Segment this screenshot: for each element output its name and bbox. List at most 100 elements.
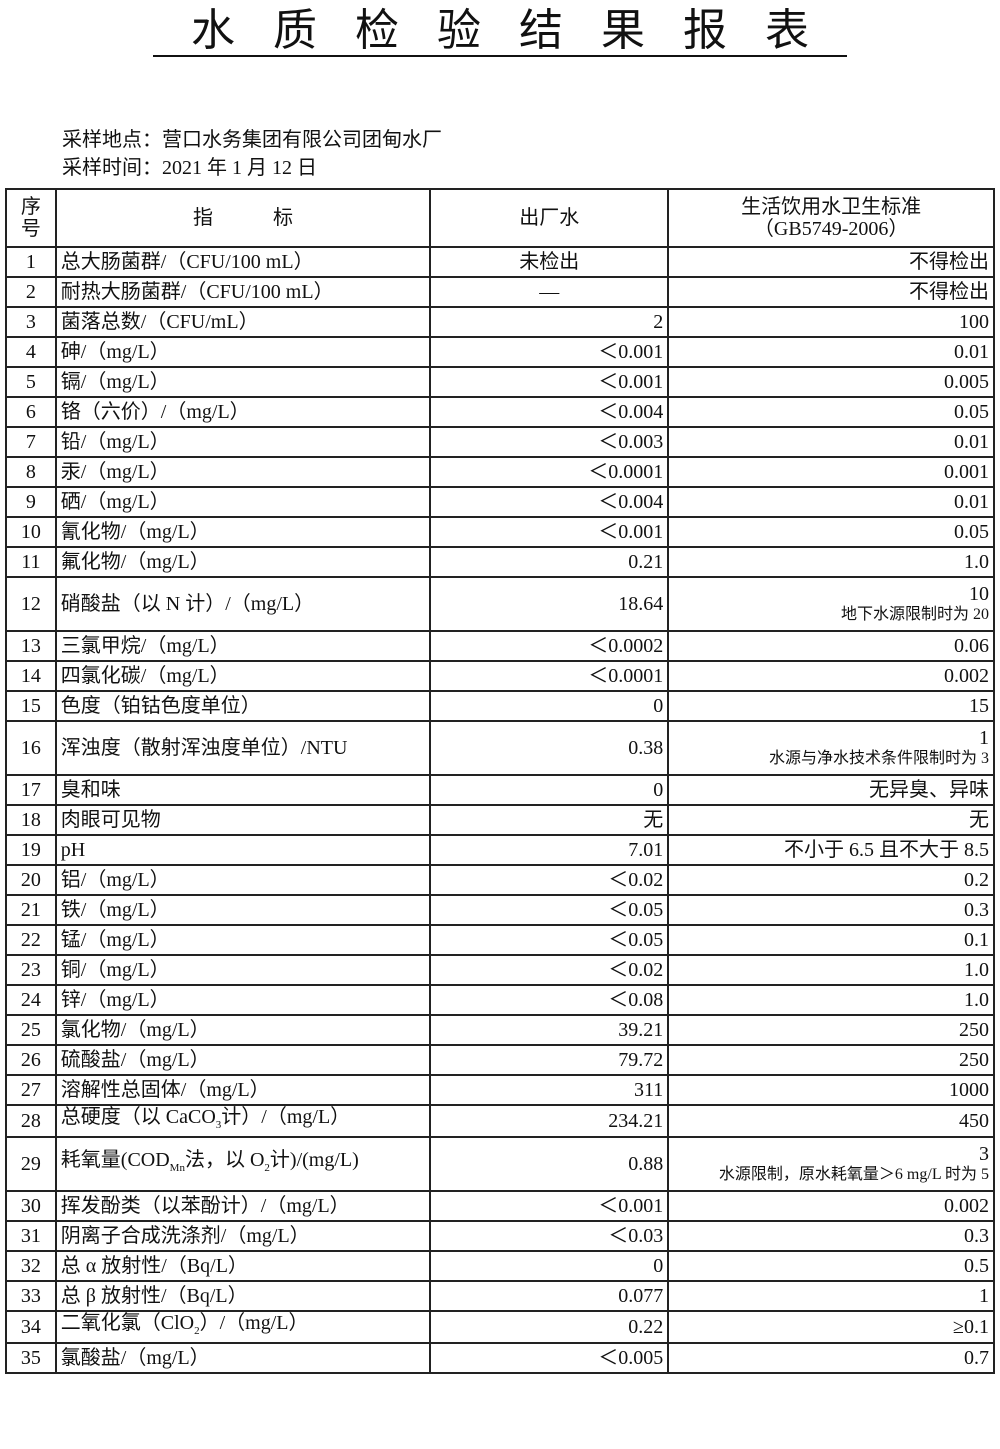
indicator-text: 三氯甲烷/（mg/L） <box>60 635 230 657</box>
indicator-text: 硒/（mg/L） <box>60 491 170 513</box>
row-seq: 13 <box>5 630 57 662</box>
header-plant-water: 出厂水 <box>429 188 670 248</box>
row-indicator: 铝/（mg/L） <box>54 864 432 896</box>
standard-value: 0.3 <box>964 1225 989 1247</box>
row-indicator: pH <box>54 834 432 866</box>
standard-value: 3 <box>979 1143 989 1165</box>
header-standard: 生活饮用水卫生标准 （GB5749-2006） <box>667 188 995 248</box>
indicator-text: 计）/（mg/L） <box>221 1106 351 1128</box>
indicator-text: 锌/（mg/L） <box>60 989 170 1011</box>
indicator-text: 镉/（mg/L） <box>60 371 170 393</box>
standard-value: 0.3 <box>964 899 989 921</box>
standard-value: 不得检出 <box>909 281 989 303</box>
row-standard: 0.01 <box>667 486 995 518</box>
standard-value: 无 <box>969 809 989 831</box>
table-row: 17 臭和味 0 无异臭、异味 <box>5 774 995 806</box>
row-indicator: 耐热大肠菌群/（CFU/100 mL） <box>54 276 432 308</box>
indicator-text: 锰/（mg/L） <box>60 929 170 951</box>
row-seq: 7 <box>5 426 57 458</box>
row-plant-value: ＜0.001 <box>429 1190 670 1222</box>
row-plant-value: 未检出 <box>429 246 670 278</box>
standard-note: 地下水源限制时为 20 <box>840 606 989 623</box>
row-indicator: 铁/（mg/L） <box>54 894 432 926</box>
row-plant-value: ＜0.001 <box>429 366 670 398</box>
row-seq: 29 <box>5 1136 57 1192</box>
standard-value: 15 <box>969 695 989 717</box>
indicator-text: ）/（mg/L） <box>199 1312 309 1334</box>
row-seq: 16 <box>5 720 57 776</box>
table-row: 34 二氧化氯（ClO2）/（mg/L） 0.22 ≥0.1 <box>5 1310 995 1344</box>
row-seq: 1 <box>5 246 57 278</box>
row-seq: 28 <box>5 1104 57 1138</box>
row-standard: 0.002 <box>667 660 995 692</box>
row-standard: 0.001 <box>667 456 995 488</box>
indicator-text: 氯酸盐/（mg/L） <box>60 1347 210 1369</box>
report-title: 水质检验结果报表 <box>0 4 1000 58</box>
indicator-text: 浑浊度（散射浑浊度单位）/NTU <box>60 737 348 759</box>
indicator-text: 总 α 放射性/（Bq/L） <box>60 1255 248 1277</box>
row-seq: 27 <box>5 1074 57 1106</box>
row-indicator: 总硬度（以 CaCO3计）/（mg/L） <box>54 1104 432 1138</box>
row-seq: 6 <box>5 396 57 428</box>
row-standard: 250 <box>667 1014 995 1046</box>
standard-note: 水源限制，原水耗氧量＞6 mg/L 时为 5 <box>718 1166 989 1183</box>
row-seq: 10 <box>5 516 57 548</box>
header-seq: 序号 <box>5 188 57 248</box>
row-standard: 100 <box>667 306 995 338</box>
row-indicator: 氟化物/（mg/L） <box>54 546 432 578</box>
row-plant-value: — <box>429 276 670 308</box>
standard-value: 0.01 <box>954 431 989 453</box>
row-standard: 无异臭、异味 <box>667 774 995 806</box>
indicator-text: 溶解性总固体/（mg/L） <box>60 1079 270 1101</box>
row-plant-value: ＜0.004 <box>429 486 670 518</box>
row-indicator: 菌落总数/（CFU/mL） <box>54 306 432 338</box>
standard-value: 不小于 6.5 且不大于 8.5 <box>784 839 989 861</box>
standard-value: 不得检出 <box>909 251 989 273</box>
row-plant-value: 0.22 <box>429 1310 670 1344</box>
indicator-text: pH <box>60 839 86 861</box>
row-indicator: 镉/（mg/L） <box>54 366 432 398</box>
standard-value: 10 <box>969 583 989 605</box>
row-seq: 32 <box>5 1250 57 1282</box>
row-seq: 19 <box>5 834 57 866</box>
row-indicator: 挥发酚类（以苯酚计）/（mg/L） <box>54 1190 432 1222</box>
row-standard: 3 水源限制，原水耗氧量＞6 mg/L 时为 5 <box>667 1136 995 1192</box>
row-indicator: 三氯甲烷/（mg/L） <box>54 630 432 662</box>
table-row: 11 氟化物/（mg/L） 0.21 1.0 <box>5 546 995 578</box>
row-indicator: 汞/（mg/L） <box>54 456 432 488</box>
indicator-text: 总硬度（以 CaCO <box>60 1106 216 1128</box>
row-seq: 9 <box>5 486 57 518</box>
indicator-text: 氟化物/（mg/L） <box>60 551 210 573</box>
row-seq: 2 <box>5 276 57 308</box>
table-row: 26 硫酸盐/（mg/L） 79.72 250 <box>5 1044 995 1076</box>
row-standard: 1000 <box>667 1074 995 1106</box>
indicator-text: 耐热大肠菌群/（CFU/100 mL） <box>60 281 334 303</box>
row-seq: 8 <box>5 456 57 488</box>
row-plant-value: 0.88 <box>429 1136 670 1192</box>
row-seq: 12 <box>5 576 57 632</box>
indicator-text: 砷/（mg/L） <box>60 341 170 363</box>
row-plant-value: ＜0.02 <box>429 954 670 986</box>
row-standard: 0.01 <box>667 426 995 458</box>
table-row: 31 阴离子合成洗涤剂/（mg/L） ＜0.03 0.3 <box>5 1220 995 1252</box>
indicator-subscript: 3 <box>215 1119 222 1131</box>
row-plant-value: 2 <box>429 306 670 338</box>
indicator-text: 铝/（mg/L） <box>60 869 170 891</box>
indicator-text: 总大肠菌群/（CFU/100 mL） <box>60 251 314 273</box>
table-row: 21 铁/（mg/L） ＜0.05 0.3 <box>5 894 995 926</box>
row-seq: 30 <box>5 1190 57 1222</box>
row-standard: ≥0.1 <box>667 1310 995 1344</box>
table-row: 8 汞/（mg/L） ＜0.0001 0.001 <box>5 456 995 488</box>
indicator-text: 菌落总数/（CFU/mL） <box>60 311 259 333</box>
row-plant-value: 18.64 <box>429 576 670 632</box>
standard-value: 0.01 <box>954 341 989 363</box>
table-row: 9 硒/（mg/L） ＜0.004 0.01 <box>5 486 995 518</box>
row-plant-value: ＜0.0001 <box>429 456 670 488</box>
row-plant-value: ＜0.08 <box>429 984 670 1016</box>
row-plant-value: 311 <box>429 1074 670 1106</box>
row-seq: 17 <box>5 774 57 806</box>
indicator-text: 铅/（mg/L） <box>60 431 170 453</box>
standard-value: 0.002 <box>944 1195 989 1217</box>
standard-value: 0.7 <box>964 1347 989 1369</box>
table-row: 4 砷/（mg/L） ＜0.001 0.01 <box>5 336 995 368</box>
